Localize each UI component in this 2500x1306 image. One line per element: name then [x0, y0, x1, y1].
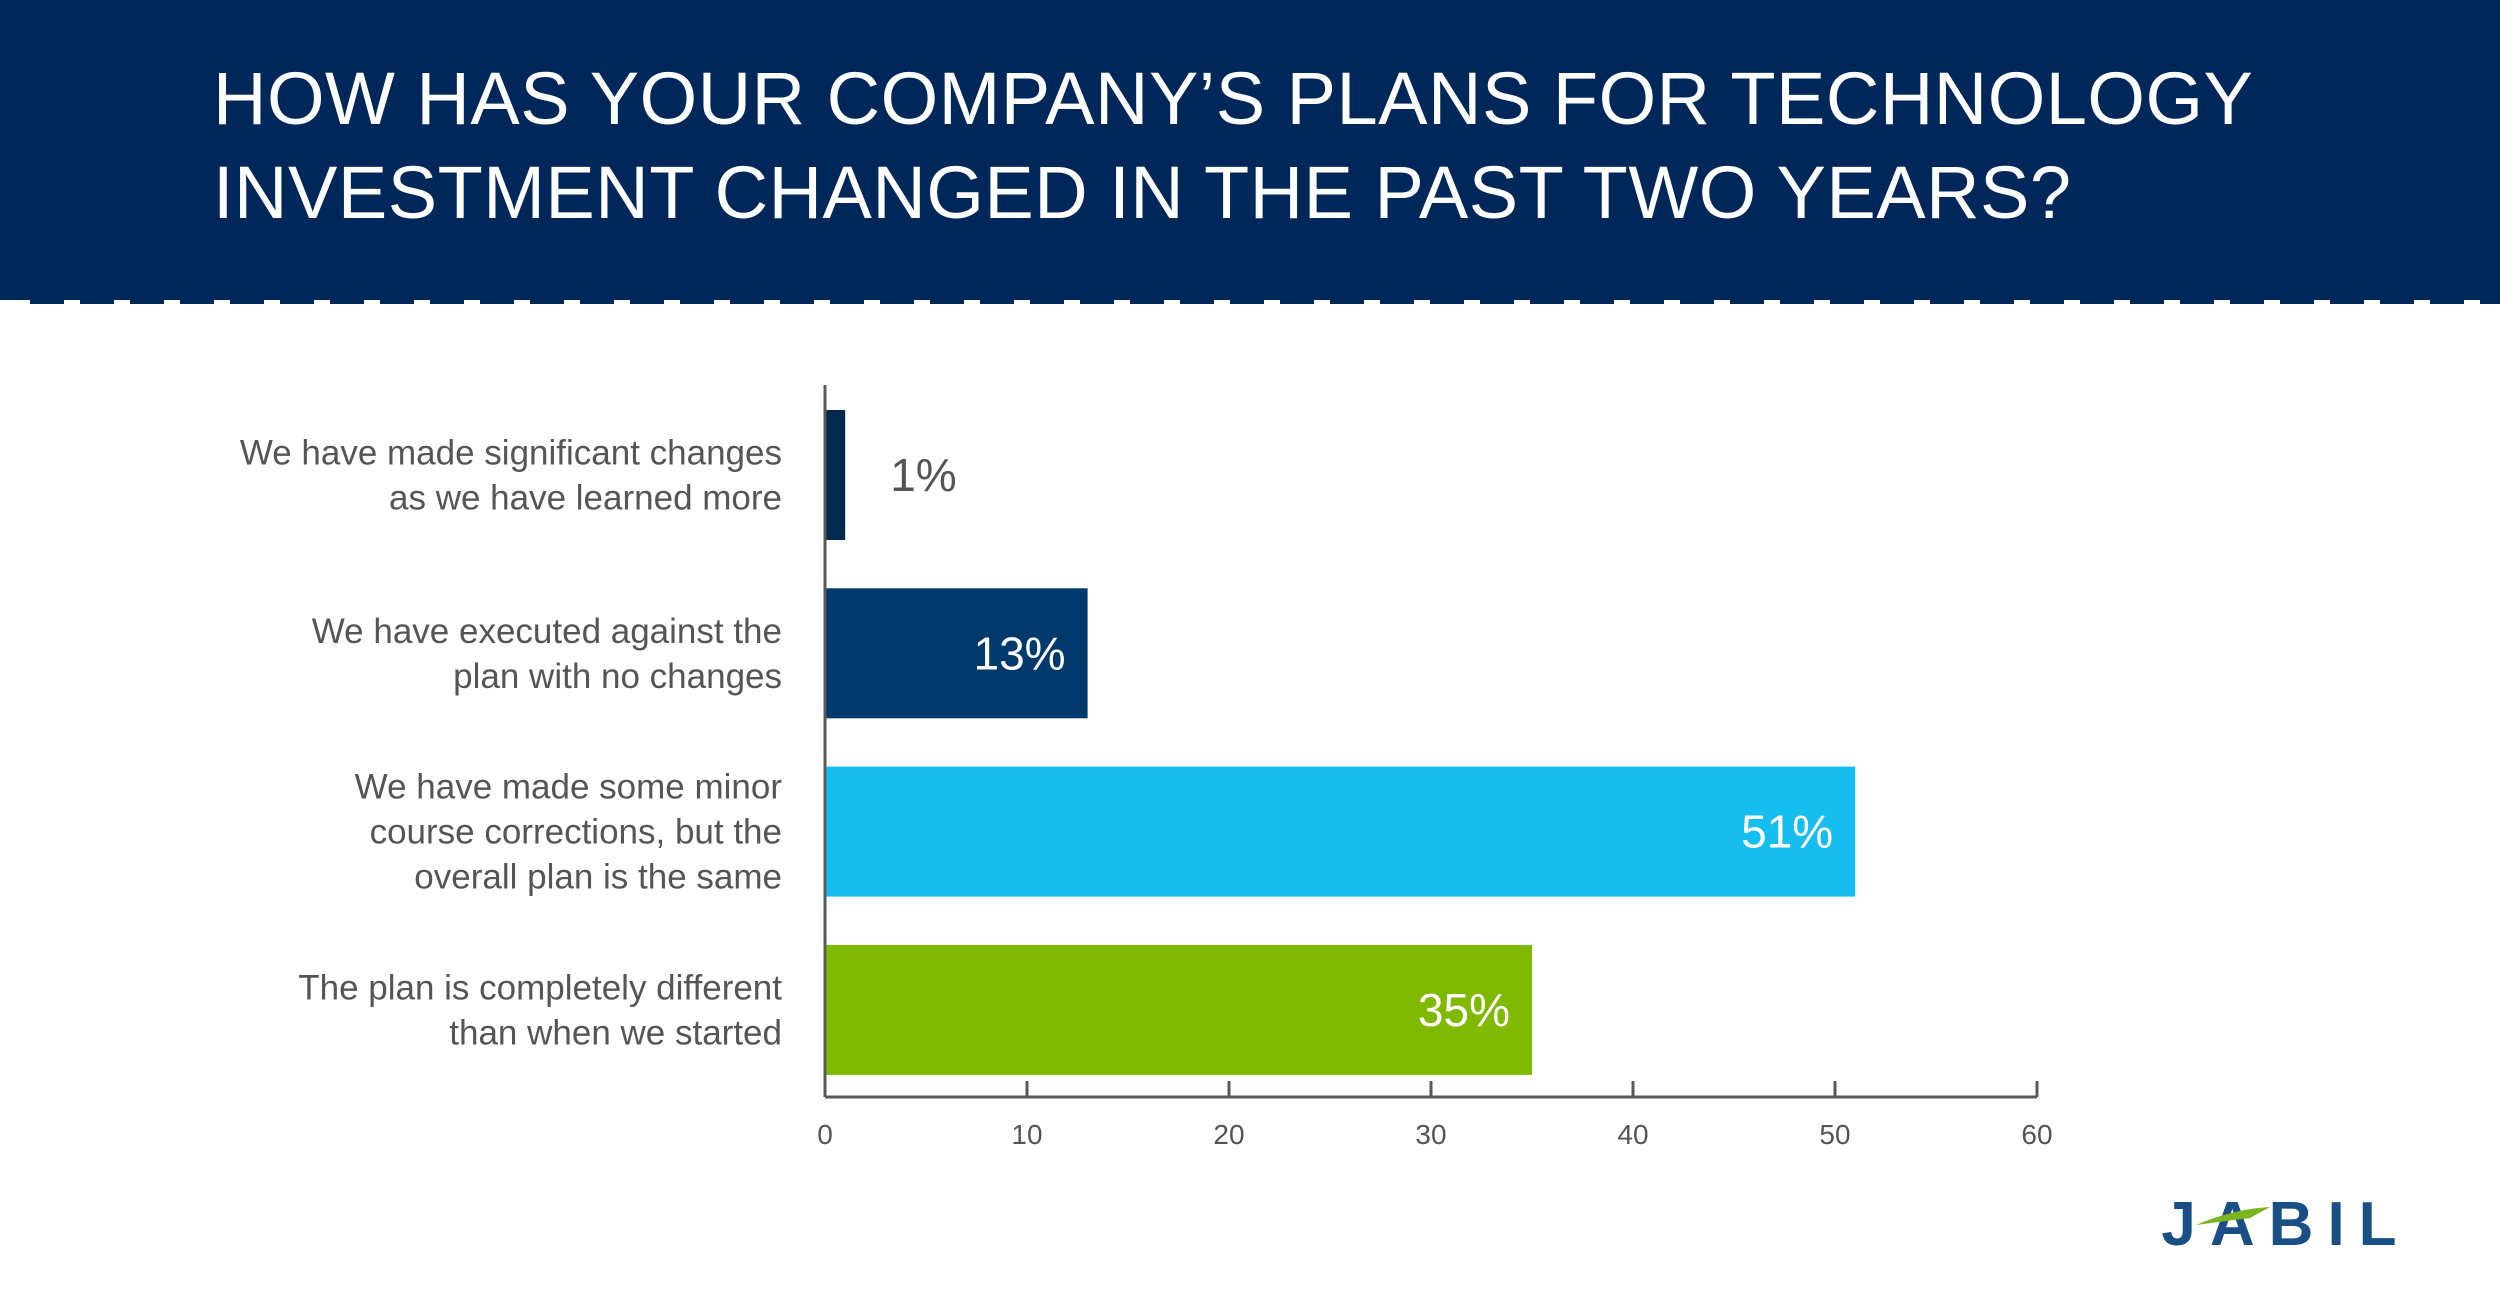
category-label: plan with no changes: [453, 657, 782, 696]
x-tick-label: 20: [1213, 1119, 1244, 1150]
category-label: as we have learned more: [389, 479, 782, 518]
logo-swoosh-icon: [2196, 1207, 2270, 1225]
category-label: The plan is completely different: [298, 968, 782, 1007]
divider-dash: [1930, 296, 1964, 304]
divider-dash: [1580, 296, 1614, 304]
header-banner: HOW HAS YOUR COMPANY’S PLANS FOR TECHNOL…: [0, 0, 2500, 300]
x-tick-label: 60: [2021, 1119, 2052, 1150]
page-title: HOW HAS YOUR COMPANY’S PLANS FOR TECHNOL…: [213, 52, 2313, 240]
divider-dash: [1830, 296, 1864, 304]
logo-text: JABIL: [2161, 1190, 2410, 1255]
divider-dash: [730, 296, 764, 304]
divider-dash: [2380, 296, 2414, 304]
x-tick-label: 30: [1415, 1119, 1446, 1150]
divider-dash: [1530, 296, 1564, 304]
divider-dash: [930, 296, 964, 304]
divider-dash: [1330, 296, 1364, 304]
divider-dash: [1880, 296, 1914, 304]
category-label: We have made some minor: [355, 768, 783, 807]
divider-dash: [980, 296, 1014, 304]
bar: [825, 766, 1856, 897]
divider-dash: [230, 296, 264, 304]
header-dashed-divider: [30, 296, 2500, 304]
divider-dash: [30, 296, 64, 304]
category-label: overall plan is the same: [414, 858, 782, 897]
divider-dash: [430, 296, 464, 304]
divider-dash: [1180, 296, 1214, 304]
divider-dash: [2230, 296, 2264, 304]
divider-dash: [1630, 296, 1664, 304]
data-label: 51%: [1741, 806, 1833, 858]
divider-dash: [1980, 296, 2014, 304]
x-tick-label: 10: [1011, 1119, 1042, 1150]
divider-dash: [1130, 296, 1164, 304]
category-label: We have made significant changes: [240, 434, 782, 473]
divider-dash: [630, 296, 664, 304]
divider-dash: [1680, 296, 1714, 304]
divider-dash: [280, 296, 314, 304]
jabil-logo: JABIL: [2161, 1190, 2410, 1255]
divider-dash: [380, 296, 414, 304]
category-label: course corrections, but the: [370, 813, 782, 852]
data-label: 13%: [974, 627, 1066, 679]
divider-dash: [680, 296, 714, 304]
divider-dash: [580, 296, 614, 304]
divider-dash: [1380, 296, 1414, 304]
divider-dash: [2180, 296, 2214, 304]
divider-dash: [330, 296, 364, 304]
divider-dash: [530, 296, 564, 304]
divider-dash: [880, 296, 914, 304]
category-label: than when we started: [449, 1013, 782, 1052]
title-line-2: INVESTMENT CHANGED IN THE PAST TWO YEARS…: [213, 151, 2072, 234]
divider-dash: [780, 296, 814, 304]
bar: [825, 410, 846, 540]
category-label: We have executed against the: [312, 612, 782, 651]
divider-dash: [2480, 296, 2500, 304]
data-label: 1%: [890, 449, 956, 501]
divider-dash: [2330, 296, 2364, 304]
divider-dash: [1730, 296, 1764, 304]
divider-dash: [2030, 296, 2064, 304]
divider-dash: [1280, 296, 1314, 304]
divider-dash: [1780, 296, 1814, 304]
divider-dash: [1230, 296, 1264, 304]
title-line-1: HOW HAS YOUR COMPANY’S PLANS FOR TECHNOL…: [213, 57, 2254, 140]
bar: [825, 588, 1088, 719]
divider-dash: [830, 296, 864, 304]
divider-dash: [1030, 296, 1064, 304]
divider-dash: [2430, 296, 2464, 304]
divider-dash: [1480, 296, 1514, 304]
divider-dash: [180, 296, 214, 304]
divider-dash: [2080, 296, 2114, 304]
x-tick-label: 0: [817, 1119, 833, 1150]
data-label: 35%: [1418, 984, 1510, 1036]
x-tick-label: 50: [1819, 1119, 1850, 1150]
divider-dash: [1080, 296, 1114, 304]
divider-dash: [80, 296, 114, 304]
divider-dash: [2280, 296, 2314, 304]
divider-dash: [1430, 296, 1464, 304]
divider-dash: [130, 296, 164, 304]
divider-dash: [480, 296, 514, 304]
bar: [825, 944, 1532, 1075]
x-tick-label: 40: [1617, 1119, 1648, 1150]
divider-dash: [2130, 296, 2164, 304]
